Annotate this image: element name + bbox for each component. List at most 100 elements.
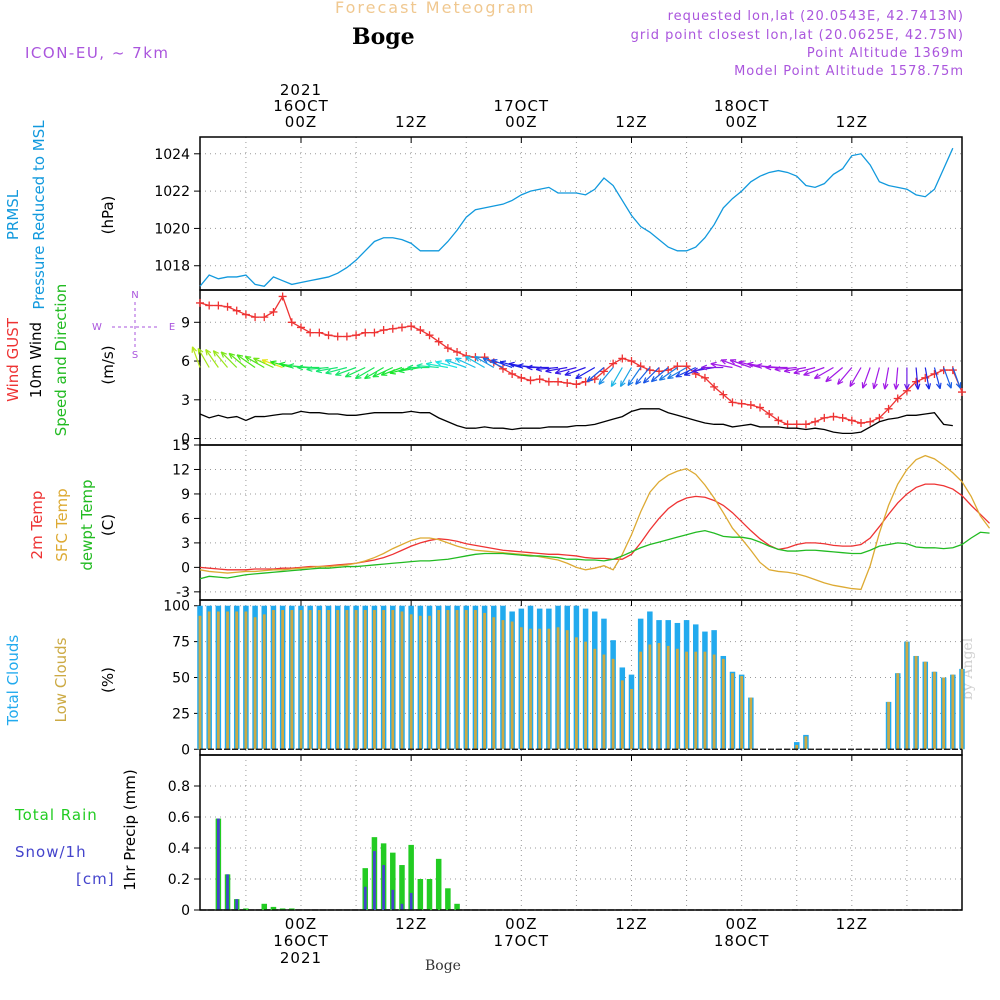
wind-arrow-head: [586, 376, 594, 383]
bar: [630, 688, 633, 750]
bar: [317, 610, 321, 750]
gust-marker: [746, 400, 755, 409]
y-axis-label: (%): [99, 667, 117, 693]
wind-arrow: [244, 355, 265, 369]
bar: [923, 661, 927, 750]
model-label: ICON-EU, ~ 7km: [25, 44, 170, 62]
y-tick-label: 9: [181, 315, 190, 331]
bar: [281, 610, 285, 750]
gust-marker: [196, 298, 204, 307]
panel-label: Pressure Reduced to MSL: [30, 120, 48, 310]
gust-marker: [884, 404, 893, 413]
wind-arrow-head: [253, 357, 260, 364]
gust-marker: [912, 377, 921, 386]
panel-label: Low Clouds: [52, 637, 70, 722]
bar: [354, 610, 358, 750]
panel-label: Total Clouds: [4, 635, 22, 727]
bar: [454, 903, 460, 910]
gust-marker: [958, 388, 966, 397]
bar: [942, 677, 946, 750]
wind-arrow-head: [526, 364, 533, 371]
y-axis-label: (m/s): [99, 345, 117, 384]
series-line: [199, 483, 990, 571]
wind-arrow-head: [508, 361, 515, 368]
compass-north: N: [131, 290, 138, 301]
bar: [363, 886, 367, 910]
y-tick-label: 6: [181, 511, 190, 527]
wind-arrow: [306, 366, 329, 371]
wind-arrow-head: [710, 361, 717, 368]
wind-arrow: [445, 359, 467, 369]
wind-arrow: [943, 367, 952, 389]
wind-arrow: [335, 366, 357, 376]
bar: [933, 671, 936, 750]
gust-marker: [700, 373, 709, 382]
y-tick-label: 0.6: [168, 810, 190, 826]
y-axis-label: (hPa): [99, 196, 117, 235]
wind-arrow: [784, 366, 807, 372]
wind-arrow-head: [774, 366, 781, 372]
gust-marker: [710, 382, 719, 391]
gust-marker: [278, 292, 287, 301]
wind-arrow-head: [701, 364, 708, 371]
bar: [426, 879, 433, 910]
bar: [279, 908, 286, 910]
y-tick-label: 75: [172, 635, 190, 651]
gust-marker: [232, 306, 241, 315]
wind-arrow: [426, 363, 448, 369]
bar: [740, 676, 744, 750]
wind-arrow-head: [445, 359, 452, 365]
time-label-top: 00Z: [725, 113, 757, 131]
wind-arrow: [667, 366, 687, 380]
wind-arrow-head: [925, 383, 932, 390]
wind-arrow: [212, 350, 229, 368]
y-tick-label: 0.4: [168, 841, 190, 857]
bar: [712, 654, 716, 750]
wind-arrow-head: [635, 378, 642, 385]
bar: [721, 658, 725, 750]
y-tick-label: 12: [172, 462, 190, 478]
gust-marker: [453, 348, 462, 356]
gust-marker: [783, 420, 792, 429]
bar: [556, 627, 560, 750]
panel-label: Speed and Direction: [52, 284, 70, 437]
gust-marker: [333, 332, 342, 341]
wind-arrow-head: [849, 380, 856, 388]
gust-marker: [352, 331, 361, 340]
bar: [575, 637, 578, 750]
location-title: Boge: [352, 24, 415, 50]
wind-arrow: [915, 367, 919, 390]
wind-arrow: [220, 351, 238, 368]
wind-arrow-head: [837, 378, 844, 385]
wind-arrow: [355, 366, 375, 380]
gust-marker: [554, 377, 563, 386]
wind-arrow: [536, 366, 559, 371]
bar: [391, 610, 395, 750]
wind-arrow: [586, 367, 605, 383]
bar: [538, 628, 542, 750]
series-line: [199, 529, 990, 580]
y-tick-label: 0.2: [168, 872, 190, 888]
panel-label: 2m Temp: [28, 491, 46, 560]
time-label-bottom: 12Z: [836, 915, 868, 933]
gust-marker: [820, 413, 829, 422]
wind-arrow-head: [575, 373, 582, 380]
bar: [914, 655, 918, 750]
gust-marker: [416, 326, 425, 335]
bar: [428, 615, 431, 750]
gust-marker: [599, 367, 608, 376]
bar: [270, 906, 277, 910]
bar: [261, 903, 268, 910]
wind-arrow-head: [729, 359, 737, 365]
bar: [648, 644, 652, 750]
wind-arrow: [924, 367, 930, 390]
wind-arrow-head: [658, 374, 666, 381]
panel-label: Total Rain: [14, 806, 98, 824]
time-label-bottom: 12Z: [395, 915, 427, 933]
bar: [345, 610, 349, 750]
gust-marker: [315, 328, 324, 337]
wind-arrow: [643, 367, 660, 384]
bar: [547, 628, 551, 750]
bar: [400, 903, 404, 910]
bar: [198, 615, 202, 750]
